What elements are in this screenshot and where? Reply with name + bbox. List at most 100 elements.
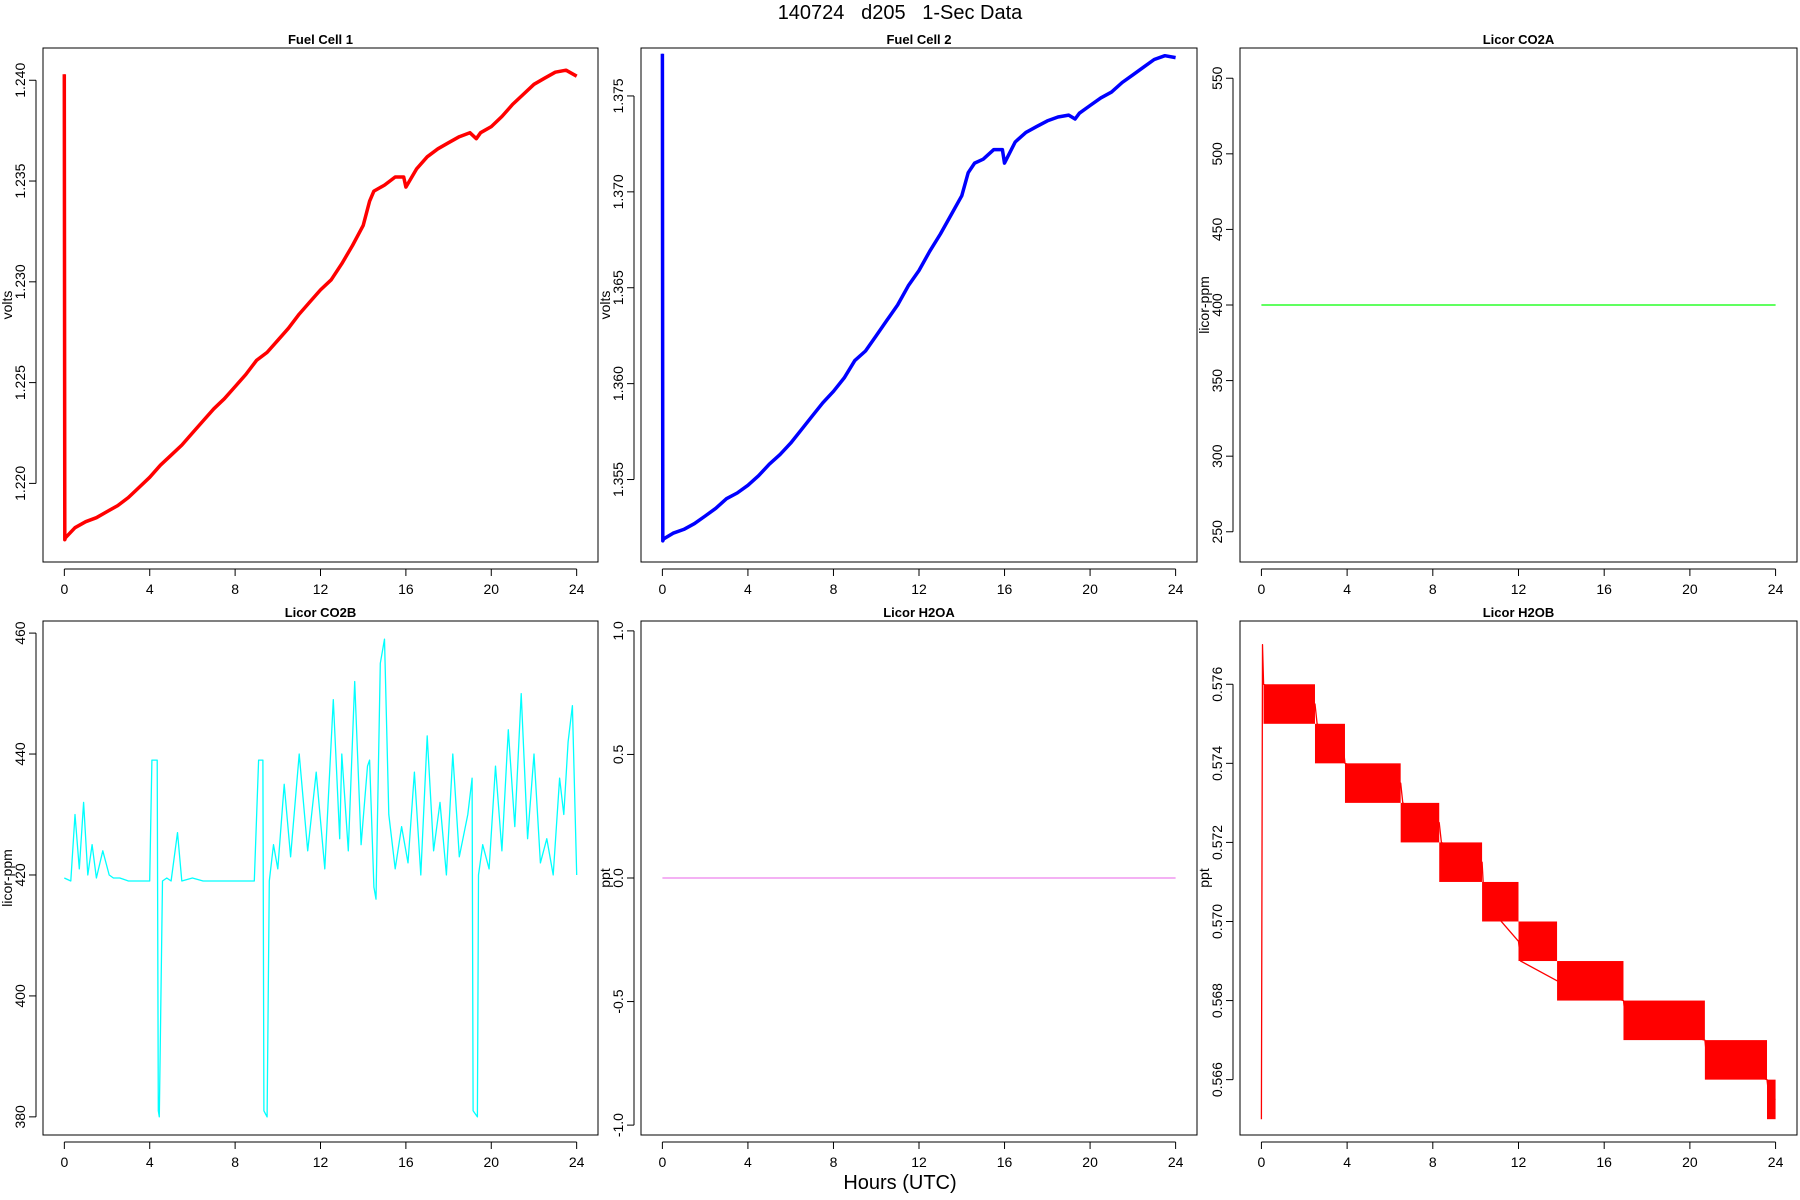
quantized-band	[1344, 763, 1401, 803]
y-axis-label: volts	[597, 291, 613, 320]
y-tick-label: -1.0	[610, 1113, 626, 1137]
y-axis-label: licor-ppm	[1196, 276, 1212, 334]
y-tick-label: 1.0	[610, 621, 626, 641]
x-tick-label: 4	[146, 1154, 154, 1170]
x-tick-label: 4	[1343, 1154, 1351, 1170]
plot-frame	[42, 620, 599, 1136]
x-tick-label: 12	[1511, 1154, 1527, 1170]
x-tick-label: 16	[997, 581, 1013, 597]
x-tick-label: 8	[1429, 581, 1437, 597]
x-tick-label: 16	[1596, 1154, 1612, 1170]
y-axis-label: ppt	[1196, 868, 1212, 888]
x-tick-label: 0	[658, 581, 666, 597]
y-tick-label: 250	[1209, 520, 1225, 544]
series-line	[1260, 644, 1776, 1120]
y-tick-label: 460	[12, 621, 28, 645]
x-tick-label: 24	[1168, 581, 1184, 597]
y-tick-label: 0.0	[610, 868, 626, 888]
series-group	[64, 638, 578, 1118]
x-tick-label: 0	[658, 1154, 666, 1170]
series-line	[64, 638, 578, 1118]
x-tick-label: 8	[830, 1154, 838, 1170]
y-tick-label: 350	[1209, 369, 1225, 393]
y-tick-label: 1.230	[12, 264, 28, 299]
x-tick-label: 20	[483, 1154, 499, 1170]
y-tick-label: -0.5	[610, 989, 626, 1013]
y-tick-label: 400	[1209, 293, 1225, 317]
panel-4: Licor CO2B 0 4 8 12 16 20 24 380 400 420 440 460 lico…	[0, 605, 599, 1170]
y-axis-label: ppt	[597, 868, 613, 888]
figure-title: 140724 d205 1-Sec Data	[777, 2, 1023, 24]
panel-title: Fuel Cell 2	[886, 32, 951, 47]
y-tick-label: 550	[1209, 66, 1225, 90]
x-tick-label: 16	[1596, 581, 1612, 597]
y-tick-label: 300	[1209, 444, 1225, 468]
x-tick-label: 12	[911, 581, 927, 597]
y-axis-label: licor-ppm	[0, 849, 15, 907]
x-tick-label: 12	[1511, 581, 1527, 597]
y-tick-label: 500	[1209, 142, 1225, 166]
x-tick-label: 4	[744, 1154, 752, 1170]
y-tick-label: 1.220	[12, 466, 28, 501]
y-axis-label: volts	[0, 291, 15, 320]
y-tick-label: 420	[12, 863, 28, 887]
plot-frame	[1239, 47, 1798, 563]
y-tick-label: 0.5	[610, 745, 626, 765]
x-tick-label: 12	[313, 581, 329, 597]
y-tick-label: 0.570	[1209, 904, 1225, 939]
y-tick-label: 1.360	[610, 366, 626, 401]
y-tick-label: 0.574	[1209, 746, 1225, 781]
panel-3: Licor CO2A 0 4 8 12 16 20 24 250 300 350 400 450 500 5…	[1196, 32, 1798, 597]
y-tick-label: 440	[12, 742, 28, 766]
x-tick-label: 24	[569, 581, 585, 597]
y-tick-label: 1.365	[610, 270, 626, 305]
y-tick-label: 1.370	[610, 174, 626, 209]
x-tick-label: 20	[1682, 1154, 1698, 1170]
x-tick-label: 24	[1768, 581, 1784, 597]
y-tick-label: 0.572	[1209, 825, 1225, 860]
quantized-band	[1439, 842, 1483, 882]
panel-1: Fuel Cell 1 0 4 8 12 16 20 24 1.220 1.225 1.230 1.2…	[0, 32, 599, 597]
panel-title: Licor CO2B	[285, 605, 357, 620]
panel-title: Licor H2OB	[1483, 605, 1555, 620]
y-tick-label: 0.566	[1209, 1062, 1225, 1097]
x-tick-label: 8	[231, 581, 239, 597]
series-line	[62, 68, 578, 542]
series-group	[62, 68, 578, 542]
y-tick-label: 1.355	[610, 462, 626, 497]
x-tick-label: 4	[1343, 581, 1351, 597]
figure-xlabel: Hours (UTC)	[843, 1172, 957, 1194]
quantized-band	[1518, 921, 1558, 962]
panel-title: Licor H2OA	[883, 605, 955, 620]
y-tick-label: 0.568	[1209, 983, 1225, 1018]
quantized-band	[1623, 1000, 1705, 1041]
x-tick-label: 20	[483, 581, 499, 597]
panel-6: Licor H2OB 0 4 8 12 16 20 24 0.566 0.568 0.570 0.57…	[1196, 605, 1798, 1170]
x-tick-label: 12	[313, 1154, 329, 1170]
panel-title: Fuel Cell 1	[288, 32, 353, 47]
series-group	[660, 53, 1176, 543]
plot-frame	[42, 47, 599, 563]
panel-5: Licor H2OA 0 4 8 12 16 20 24 -1.0 -0.5 0.0 0.5 1.0 pp…	[597, 605, 1198, 1170]
x-tick-label: 4	[146, 581, 154, 597]
plot-frame	[640, 47, 1198, 563]
x-tick-label: 0	[60, 581, 68, 597]
y-tick-label: 380	[12, 1105, 28, 1129]
x-tick-label: 0	[1258, 1154, 1266, 1170]
x-tick-label: 8	[231, 1154, 239, 1170]
x-tick-label: 24	[1768, 1154, 1784, 1170]
quantized-band	[1557, 961, 1624, 1001]
x-tick-label: 24	[1168, 1154, 1184, 1170]
quantized-band	[1400, 802, 1440, 843]
x-tick-label: 16	[997, 1154, 1013, 1170]
panel-title: Licor CO2A	[1483, 32, 1555, 47]
y-tick-label: 0.576	[1209, 667, 1225, 702]
x-tick-label: 12	[911, 1154, 927, 1170]
series-group	[1260, 644, 1776, 1120]
y-tick-label: 1.225	[12, 365, 28, 400]
y-tick-label: 1.375	[610, 78, 626, 113]
series-line	[660, 53, 1176, 543]
y-tick-label: 1.240	[12, 63, 28, 98]
